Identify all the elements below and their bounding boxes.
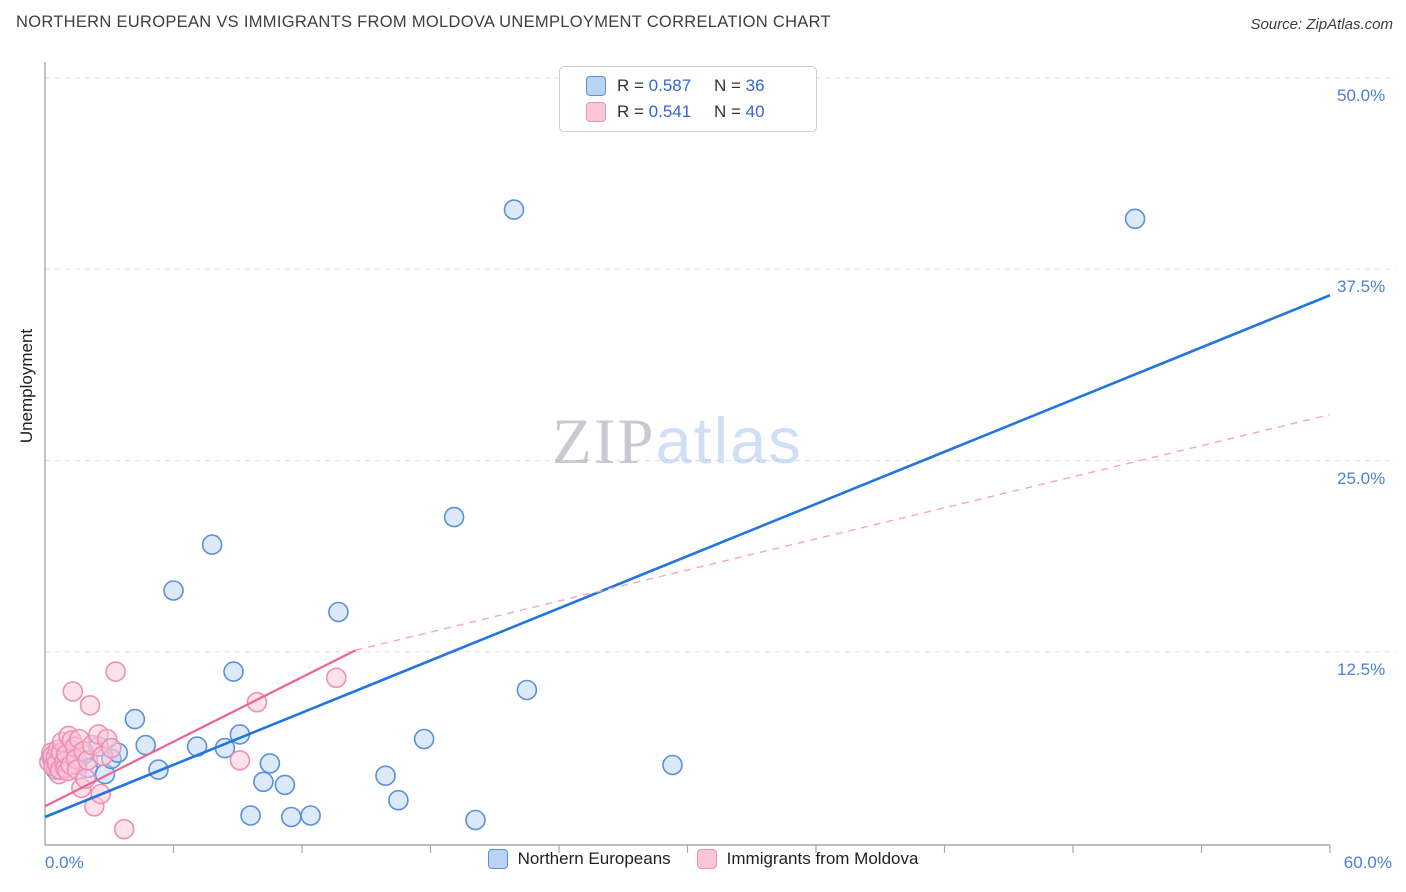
data-point: [163, 580, 184, 601]
source-label: Source: ZipAtlas.com: [1250, 16, 1393, 33]
legend-row-text: R = 0.541 N = 40: [617, 102, 765, 122]
data-point: [113, 818, 135, 840]
x-axis-max-label: 60.0%: [1343, 853, 1392, 872]
n-value: 36: [745, 76, 765, 95]
data-point: [443, 506, 465, 528]
trend-line-pink-solid: [44, 649, 357, 808]
data-point: [240, 805, 261, 826]
y-tick-label-50.0%: 50.0%: [1337, 86, 1386, 105]
data-point: [229, 750, 251, 771]
y-tick-label-37.5%: 37.5%: [1337, 277, 1386, 297]
r-value: 0.541: [648, 102, 692, 121]
data-point: [388, 789, 409, 811]
data-point: [259, 753, 281, 774]
series-moldova: [38, 661, 347, 840]
n-label: N =: [713, 102, 741, 121]
x-axis-min-label: 0.0%: [45, 853, 84, 872]
legend-row-moldova: R = 0.541 N = 40: [586, 102, 816, 122]
trend-line-blue-solid: [44, 294, 1331, 819]
n-label: N =: [713, 76, 741, 95]
y-tick-label-25.0%: 25.0%: [1337, 468, 1386, 488]
data-point: [280, 806, 302, 828]
data-point: [516, 679, 538, 701]
series-legend: Northern Europeans Immigrants from Moldo…: [0, 849, 1406, 869]
legend-item-northern-europeans: Northern Europeans: [487, 849, 671, 869]
data-point: [465, 809, 486, 831]
data-point: [79, 694, 101, 716]
pink-series-swatch: [696, 849, 717, 869]
data-point: [223, 661, 244, 682]
y-axis-title: Unemployment: [17, 328, 36, 444]
data-point: [274, 774, 296, 796]
data-point: [1124, 208, 1146, 230]
legend-row-text: R = 0.587 N = 36: [617, 76, 765, 96]
data-point: [375, 765, 396, 787]
correlation-legend: R = 0.587 N = 36 R = 0.541 N = 40: [559, 66, 817, 132]
n-value: 40: [745, 102, 765, 121]
blue-series-swatch: [487, 849, 508, 869]
chart-title: NORTHERN EUROPEAN VS IMMIGRANTS FROM MOL…: [16, 13, 831, 31]
data-point: [124, 708, 146, 730]
data-point: [503, 199, 525, 220]
data-point: [101, 737, 122, 759]
r-value: 0.587: [648, 76, 692, 95]
data-point: [62, 681, 84, 702]
data-point: [253, 771, 274, 793]
legend-label-northern-europeans: Northern Europeans: [517, 849, 671, 868]
legend-row-northern-europeans: R = 0.587 N = 36: [586, 76, 816, 96]
legend-item-moldova: Immigrants from Moldova: [696, 849, 919, 869]
y-tick-label-12.5%: 12.5%: [1337, 659, 1386, 679]
r-label: R =: [617, 102, 644, 121]
data-point: [413, 728, 435, 750]
data-point: [328, 601, 349, 623]
legend-label-moldova: Immigrants from Moldova: [726, 849, 919, 868]
data-point: [300, 805, 321, 826]
series-northern-europeans: [41, 199, 1146, 831]
blue-series-swatch: [586, 76, 606, 96]
data-point: [201, 534, 223, 555]
r-label: R =: [617, 76, 644, 95]
trend-line-pink-dashed: [355, 413, 1331, 651]
data-point: [105, 661, 126, 682]
data-point: [325, 667, 347, 689]
data-point: [662, 754, 683, 776]
pink-series-swatch: [586, 102, 606, 122]
